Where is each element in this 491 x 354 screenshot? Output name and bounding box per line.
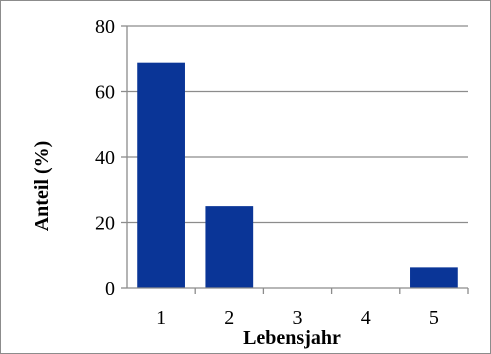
y-tick-label: 80 <box>95 16 115 38</box>
y-tick-label: 20 <box>95 213 115 235</box>
x-tick-labels: 1 2 3 4 5 <box>156 307 439 329</box>
x-tick-label: 3 <box>293 307 303 329</box>
bar-1 <box>137 62 185 289</box>
bar-5 <box>410 267 458 288</box>
y-tick-label: 0 <box>105 278 115 300</box>
x-axis-title: Lebensjahr <box>243 327 341 349</box>
axes <box>126 26 468 289</box>
x-tick-label: 1 <box>156 307 166 329</box>
y-axis-title: Anteil (%) <box>31 141 53 232</box>
x-tick-label: 5 <box>429 307 439 329</box>
y-tick-label: 60 <box>95 82 115 104</box>
x-tick-label: 4 <box>361 307 371 329</box>
bars <box>137 62 469 294</box>
y-tick-label: 40 <box>95 147 115 169</box>
bar-2 <box>205 206 254 288</box>
x-tick-label: 2 <box>224 307 234 329</box>
y-tick-labels: 0 20 40 60 80 <box>95 16 115 300</box>
